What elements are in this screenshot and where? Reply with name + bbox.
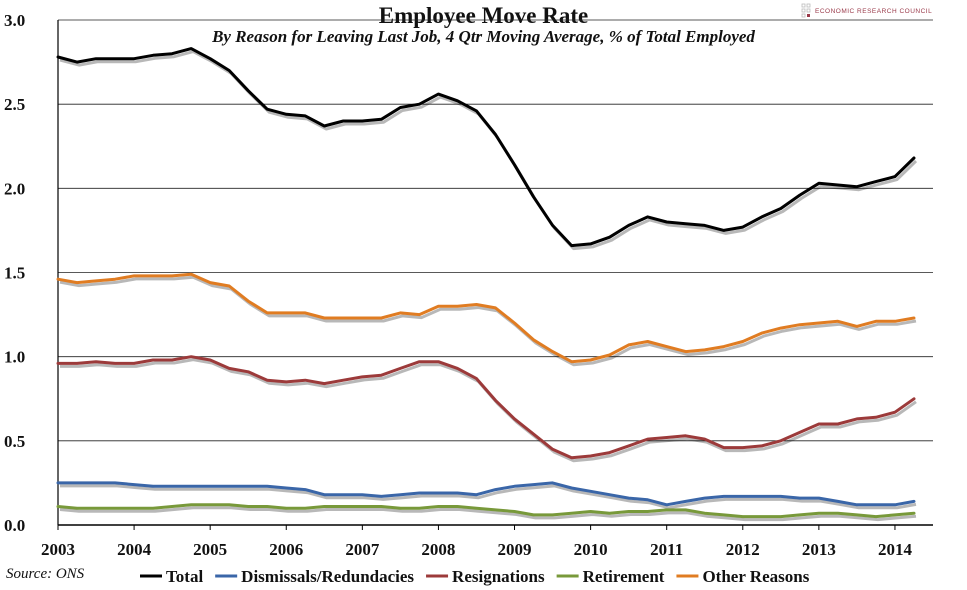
gridlines [57,19,933,526]
y-tick-label: 0.5 [4,432,25,451]
legend-label: Retirement [583,567,665,586]
series-lines [56,47,918,522]
legend-label: Total [166,567,203,586]
x-tick-label: 2005 [193,540,227,559]
legend-label: Dismissals/Redundacies [241,567,414,586]
y-tick-label: 2.5 [4,95,25,114]
series-line-other-reasons [56,272,916,364]
legend-label: Resignations [452,567,545,586]
brand-name: ECONOMIC RESEARCH COUNCIL [815,8,933,15]
brand-logo: ECONOMIC RESEARCH COUNCIL [801,2,961,22]
brand-grid-icon [801,3,811,18]
series-shadow [59,506,917,522]
source-note: Source: ONS [6,566,85,582]
series-shadow [60,484,917,510]
x-tick-label: 2012 [726,540,760,559]
x-tick-label: 2006 [269,540,303,559]
series-line-dismissals-redundacies [56,481,916,507]
series-shadow [59,50,918,251]
x-tick-label: 2003 [41,540,75,559]
y-tick-label: 3.0 [4,11,25,30]
y-tick-label: 1.5 [4,264,25,283]
y-tick-label: 0.0 [4,516,25,535]
legend-label: Other Reasons [702,567,809,586]
x-tick-label: 2014 [878,540,913,559]
x-tick-label: 2004 [117,540,152,559]
x-tick-label: 2008 [421,540,455,559]
x-tick-label: 2010 [574,540,608,559]
series-line-resignations [56,355,916,460]
y-axis-ticks: 0.0 0.5 1.0 1.5 2.0 2.5 3.0 [4,11,25,535]
chart-title: Employee Move Rate [378,3,589,28]
x-tick-label: 2011 [650,540,683,559]
series-shadow [59,275,917,367]
legend: Total Dismissals/Redundacies Resignations R… [140,567,810,586]
series-line-retirement [56,503,916,519]
series-line-total [56,47,916,248]
y-tick-label: 2.0 [4,179,25,198]
x-tick-label: 2009 [498,540,532,559]
x-axis-ticks: 2003 2004 2005 2006 2007 2008 2009 2010 2011 2012… [41,525,912,559]
y-tick-label: 1.0 [4,348,25,367]
x-tick-label: 2007 [345,540,380,559]
chart-subtitle: By Reason for Leaving Last Job, 4 Qtr Mo… [212,27,755,46]
series-shadow [60,358,917,463]
x-tick-label: 2013 [802,540,836,559]
